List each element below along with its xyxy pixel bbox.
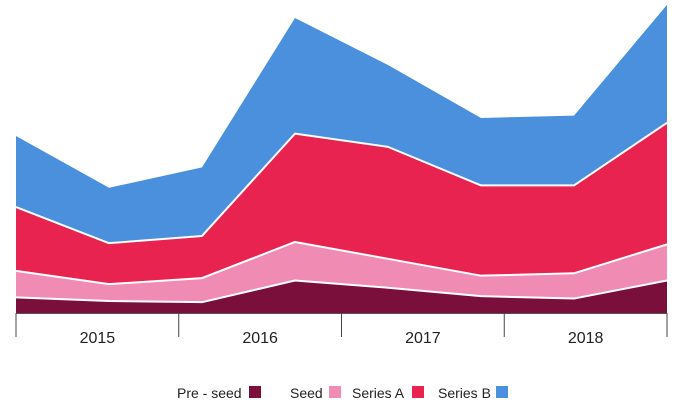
x-axis: 2015 2016 2017 2018 (15, 313, 668, 347)
area-series-b (16, 4, 667, 244)
legend: Pre - seed Seed Series A Series B (177, 385, 508, 401)
legend-swatch (249, 386, 261, 398)
x-tick-label: 2016 (242, 330, 278, 347)
legend-swatch (329, 386, 341, 398)
area-series-a (16, 122, 667, 285)
area-seed (16, 241, 667, 303)
boundary-pre-seed (15, 279, 668, 304)
legend-label: Series B (438, 385, 491, 401)
area-layers (15, 4, 668, 313)
legend-swatch (412, 386, 424, 398)
legend-label: Pre - seed (177, 385, 242, 401)
x-tick-label: 2017 (405, 330, 441, 347)
legend-item-series-a: Series A (352, 385, 424, 401)
legend-label: Series A (352, 385, 405, 401)
x-tick-label: 2015 (80, 330, 116, 347)
legend-item-seed: Seed (290, 385, 341, 401)
legend-swatch (496, 386, 508, 398)
boundary-series-a (15, 121, 668, 245)
legend-item-series-b: Series B (438, 385, 508, 401)
boundary-seed (15, 240, 668, 286)
area-pre-seed (16, 280, 667, 313)
legend-item-pre-seed: Pre - seed (177, 385, 261, 401)
x-tick-label: 2018 (568, 330, 604, 347)
legend-label: Seed (290, 385, 323, 401)
